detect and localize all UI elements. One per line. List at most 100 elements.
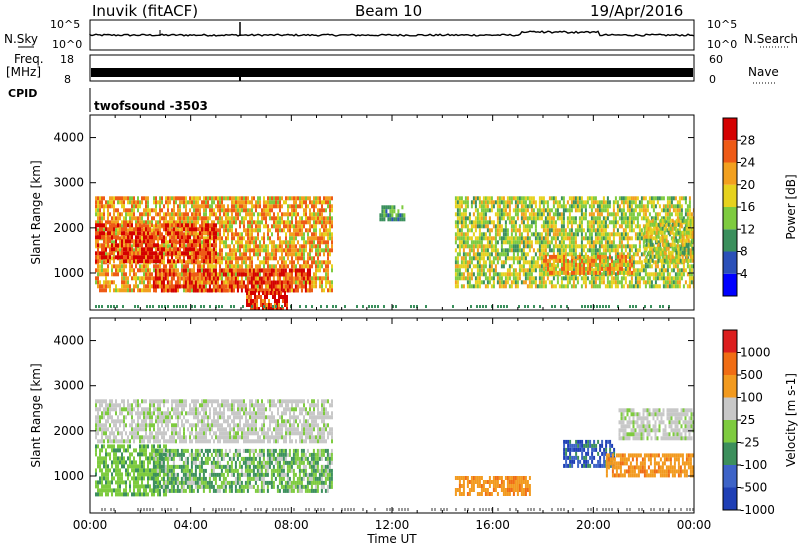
power-cell xyxy=(606,204,609,209)
power-cell xyxy=(488,264,491,269)
power-cell xyxy=(99,272,101,277)
power-cell xyxy=(167,200,169,205)
power-cell xyxy=(634,260,637,265)
power-cell xyxy=(500,264,503,269)
power-cell xyxy=(198,276,201,281)
power-cell xyxy=(672,236,675,241)
power-cell xyxy=(125,280,127,285)
power-cell xyxy=(145,272,147,277)
power-cell xyxy=(638,236,641,241)
power-cell xyxy=(470,244,473,249)
power-cell xyxy=(572,232,575,237)
power-cell xyxy=(482,208,485,213)
power-cell xyxy=(630,204,633,209)
power-cell xyxy=(484,216,487,221)
power-cell xyxy=(257,248,259,253)
power-cell xyxy=(570,284,573,289)
power-cell xyxy=(544,236,547,241)
power-cell xyxy=(572,248,575,253)
power-cell xyxy=(638,280,641,285)
power-cell xyxy=(570,236,573,241)
power-cell xyxy=(295,228,297,233)
power-cell xyxy=(524,272,527,277)
power-cell xyxy=(620,276,623,281)
power-cell xyxy=(399,213,402,218)
power-cell xyxy=(205,227,207,232)
power-cell xyxy=(480,256,483,261)
power-cell xyxy=(117,235,119,240)
power-cell xyxy=(490,220,493,225)
power-cell xyxy=(293,264,295,269)
power-cell xyxy=(319,264,321,269)
power-cell xyxy=(546,240,549,245)
power-cell xyxy=(125,239,127,244)
power-cell xyxy=(454,240,457,245)
power-cell xyxy=(127,280,129,285)
power-cell xyxy=(309,240,311,245)
power-cell xyxy=(123,272,125,277)
power-cell xyxy=(155,223,157,228)
power-cell xyxy=(113,240,115,245)
power-cell xyxy=(550,248,553,253)
power-cell xyxy=(135,239,137,244)
power-cell xyxy=(676,200,679,205)
power-cell xyxy=(261,208,263,213)
power-cell xyxy=(131,268,133,273)
power-cell xyxy=(105,276,107,281)
power-cell xyxy=(287,252,289,257)
power-cell xyxy=(594,196,597,201)
power-cell xyxy=(258,291,260,295)
power-cell xyxy=(468,216,471,221)
power-cell xyxy=(117,212,119,217)
power-cell xyxy=(616,244,619,249)
power-cell xyxy=(548,220,551,225)
power-cell xyxy=(303,260,305,265)
power-cell xyxy=(662,276,665,281)
power-cell xyxy=(636,280,639,285)
power-cell xyxy=(554,264,557,269)
power-cell xyxy=(456,228,459,233)
power-cell xyxy=(315,204,317,209)
power-cell xyxy=(272,307,274,310)
power-cell xyxy=(624,236,627,241)
power-cell xyxy=(304,284,307,289)
power-cell xyxy=(143,220,145,225)
power-cell xyxy=(135,220,137,225)
power-cell xyxy=(247,248,249,253)
power-cell xyxy=(172,276,175,281)
power-cell xyxy=(97,284,99,289)
power-cell xyxy=(250,272,253,277)
power-cell xyxy=(99,208,101,213)
power-cell xyxy=(185,251,187,256)
power-cell xyxy=(317,252,319,257)
power-cell xyxy=(556,280,559,285)
power-cell xyxy=(113,220,115,225)
power-cell xyxy=(468,276,471,281)
power-cell xyxy=(502,208,505,213)
power-cell xyxy=(215,239,217,244)
power-cell xyxy=(187,247,189,252)
power-cell xyxy=(169,227,171,232)
power-cell xyxy=(608,284,611,289)
power-cell xyxy=(592,200,595,205)
power-cell xyxy=(672,268,675,273)
power-cell xyxy=(528,244,531,249)
power-cell xyxy=(315,284,317,289)
power-cell xyxy=(608,232,611,237)
power-cell xyxy=(180,268,183,273)
power-cell xyxy=(538,200,541,205)
power-cell xyxy=(632,196,635,201)
power-cell xyxy=(224,276,227,281)
power-cell xyxy=(267,264,269,269)
power-cell xyxy=(470,220,473,225)
power-cell xyxy=(305,228,307,233)
power-cell xyxy=(137,196,139,201)
power-cell xyxy=(155,212,157,217)
power-cell xyxy=(311,204,313,209)
power-cell xyxy=(474,236,477,241)
power-cell xyxy=(235,216,237,221)
power-cell xyxy=(321,248,323,253)
power-cell xyxy=(209,228,211,233)
power-cell xyxy=(604,216,607,221)
power-cell xyxy=(271,252,273,257)
